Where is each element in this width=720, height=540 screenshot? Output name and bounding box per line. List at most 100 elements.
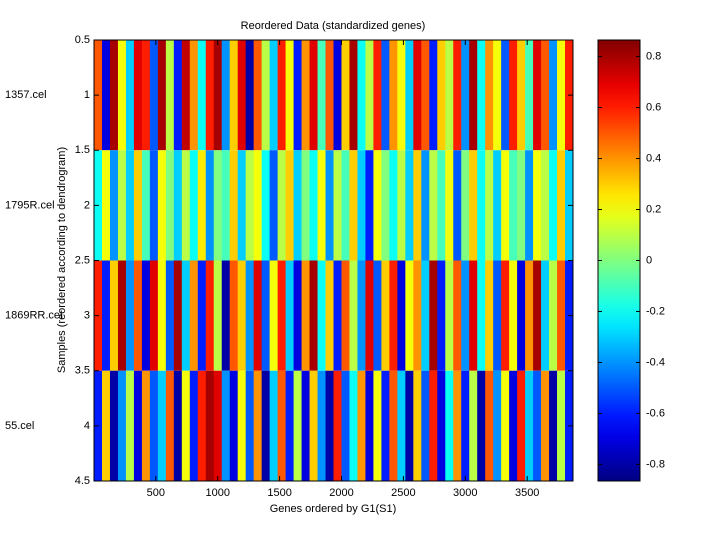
y-tick-label: 1 [84,89,90,101]
heatmap-cell [109,260,119,371]
heatmap-cell [101,260,111,371]
heatmap-cell [453,260,462,371]
heatmap-cell [541,150,550,261]
heatmap-cell [237,260,247,371]
heatmap-cell [197,40,207,151]
heatmap-cell [293,150,302,261]
heatmap-cell [325,370,334,481]
heatmap-cell [485,40,494,151]
heatmap-cell [205,260,215,371]
heatmap-cell [269,260,279,371]
heatmap-cell [165,370,175,481]
heatmap-cell [189,40,199,151]
heatmap-cell [365,260,374,371]
heatmap-cell [549,260,558,371]
x-axis-label: Genes ordered by G1(S1) [270,503,397,515]
heatmap-cell [213,370,223,481]
heatmap-cell [453,370,462,481]
heatmap-cell [421,260,430,371]
heatmap-cell [245,150,255,261]
heatmap-cell [125,260,135,371]
heatmap-cell [469,260,478,371]
heatmap-cell [381,150,390,261]
heatmap-cell [349,40,358,151]
heatmap-cell [469,150,478,261]
heatmap-cell [509,150,518,261]
heatmap-cell [453,40,462,151]
heatmap-cell [517,40,526,151]
heatmap-cell [549,370,558,481]
heatmap-cell [101,150,111,261]
heatmap-cell [213,150,223,261]
heatmap-cell [437,150,446,261]
heatmap-cell [101,370,111,481]
colorbar-tick-label: -0.2 [646,305,665,317]
heatmap-cell [237,150,247,261]
heatmap-cell [437,260,446,371]
heatmap-cell [245,40,255,151]
heatmap-cell [445,150,454,261]
heatmap-cell [109,370,119,481]
heatmap-cell [557,40,566,151]
heatmap-cell [389,40,398,151]
heatmap-cell [149,370,159,481]
heatmap-cell [365,40,374,151]
heatmap-cell [221,260,231,371]
heatmap-cell [317,370,326,481]
heatmap-cell [365,150,374,261]
chart-title: Reordered Data (standardized genes) [241,20,426,32]
heatmap-cell [477,370,486,481]
heatmap-cell [309,150,318,261]
heatmap-cell [317,40,326,151]
colorbar [597,39,641,482]
heatmap-cell [517,150,526,261]
heatmap-cell [445,40,454,151]
colorbar-tick-label: 0.2 [646,203,661,215]
heatmap-cell [333,260,342,371]
heatmap-cell [269,370,279,481]
heatmap-cell [501,40,510,151]
heatmap-cell [357,260,366,371]
heatmap-cell [197,150,207,261]
heatmap-cell [229,370,239,481]
heatmap-cell [421,370,430,481]
heatmap-cell [429,260,438,371]
heatmap-cell [157,370,167,481]
heatmap-cell [117,370,127,481]
y-tick-label: 1.5 [75,144,90,156]
heatmap-cell [117,150,127,261]
heatmap-cell [429,40,438,151]
heatmap-cell [333,370,342,481]
heatmap-cell [309,370,318,481]
heatmap-cell [261,260,271,371]
heatmap-cell [373,370,382,481]
heatmap-cell [477,150,486,261]
heatmap-cell [245,370,255,481]
heatmap-cell [157,260,167,371]
heatmap-cell [165,260,175,371]
heatmap-cell [141,370,151,481]
heatmap-cell [205,150,215,261]
heatmap-cell [341,40,350,151]
heatmap-cell [101,40,111,151]
y-tick-label: 2 [84,199,90,211]
heatmap-cell [405,370,414,481]
heatmap-cell [149,260,159,371]
heatmap-cell [253,40,263,151]
heatmap-cell [525,260,534,371]
heatmap-cell [181,150,191,261]
heatmap-cell [285,260,294,371]
heatmap-cell [189,150,199,261]
heatmap-cell [285,150,294,261]
heatmap-cell [389,150,398,261]
heatmap-cell [349,370,358,481]
heatmap-cell [509,40,518,151]
heatmap-cell [181,40,191,151]
heatmap-cell [197,370,207,481]
heatmap-cell [533,260,542,371]
heatmap-cell [437,370,446,481]
heatmap-cell [269,150,279,261]
heatmap-cell [341,370,350,481]
colorbar-tick-label: -0.4 [646,356,665,368]
